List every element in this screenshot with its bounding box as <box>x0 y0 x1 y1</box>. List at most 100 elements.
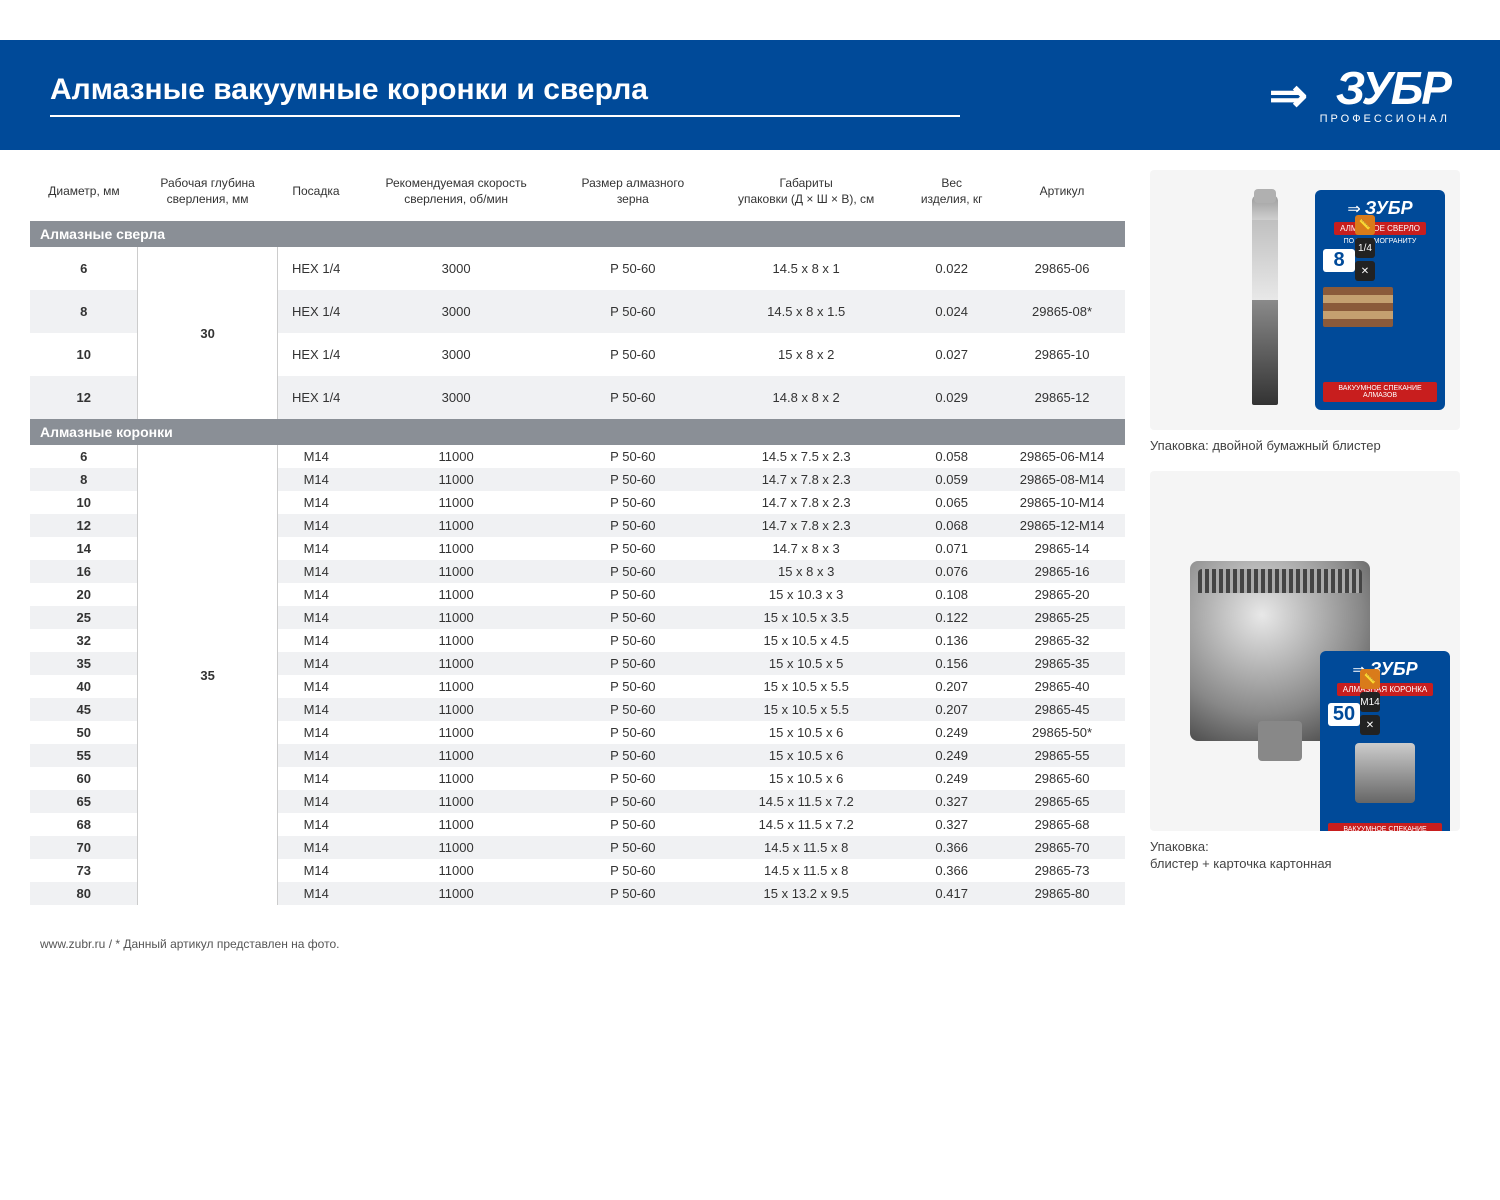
blister2-m14-icon: M14 <box>1360 692 1380 712</box>
table-cell: 29865-45 <box>999 698 1125 721</box>
table-cell: HEX 1/4 <box>277 247 354 290</box>
table-cell: P 50-60 <box>558 445 708 468</box>
table-cell: 35 <box>30 652 138 675</box>
table-cell: 0.108 <box>904 583 999 606</box>
table-cell: 11000 <box>355 698 558 721</box>
column-header: Рекомендуемая скоростьсверления, об/мин <box>355 170 558 221</box>
table-cell: 14.8 x 8 x 2 <box>708 376 904 419</box>
table-cell: 15 x 10.5 x 5 <box>708 652 904 675</box>
table-cell: M14 <box>277 560 354 583</box>
table-cell: 15 x 10.3 x 3 <box>708 583 904 606</box>
table-cell: 11000 <box>355 790 558 813</box>
table-cell: 0.327 <box>904 813 999 836</box>
table-cell: 14.7 x 7.8 x 2.3 <box>708 468 904 491</box>
table-cell: P 50-60 <box>558 698 708 721</box>
table-cell: 11000 <box>355 813 558 836</box>
brand-logo: ⇒ ЗУБР ПРОФЕССИОНАЛ <box>1269 65 1450 125</box>
table-cell: 11000 <box>355 882 558 905</box>
table-cell: 3000 <box>355 247 558 290</box>
table-cell: 14.5 x 11.5 x 8 <box>708 836 904 859</box>
table-cell: 29865-16 <box>999 560 1125 583</box>
table-cell: 60 <box>30 767 138 790</box>
table-cell: 11000 <box>355 514 558 537</box>
table-cell: 14.5 x 11.5 x 7.2 <box>708 790 904 813</box>
table-cell: M14 <box>277 698 354 721</box>
table-cell: 29865-10 <box>999 333 1125 376</box>
table-row: 630HEX 1/43000P 50-6014.5 x 8 x 10.02229… <box>30 247 1125 290</box>
table-cell: 29865-12-M14 <box>999 514 1125 537</box>
table-cell: 50 <box>30 721 138 744</box>
table-cell: 14 <box>30 537 138 560</box>
table-cell: 0.417 <box>904 882 999 905</box>
table-cell: P 50-60 <box>558 836 708 859</box>
table-cell: 11000 <box>355 491 558 514</box>
section-header-row: Алмазные коронки <box>30 419 1125 445</box>
table-cell: 29865-08* <box>999 290 1125 333</box>
table-cell: 40 <box>30 675 138 698</box>
table-cell: M14 <box>277 790 354 813</box>
table-cell: 29865-50* <box>999 721 1125 744</box>
column-header: Рабочая глубинасверления, мм <box>138 170 277 221</box>
table-cell: M14 <box>277 468 354 491</box>
table-cell: 11000 <box>355 468 558 491</box>
column-header: Диаметр, мм <box>30 170 138 221</box>
blister-hex-icon: 1/4 <box>1355 238 1375 258</box>
table-cell: 14.7 x 7.8 x 2.3 <box>708 491 904 514</box>
table-cell: P 50-60 <box>558 675 708 698</box>
table-cell: 14.5 x 8 x 1 <box>708 247 904 290</box>
table-cell: M14 <box>277 514 354 537</box>
table-cell: 73 <box>30 859 138 882</box>
table-cell: P 50-60 <box>558 560 708 583</box>
table-cell: 15 x 10.5 x 6 <box>708 744 904 767</box>
blister-bottom-label: ВАКУУМНОЕ СПЕКАНИЕ АЛМАЗОВ <box>1323 382 1437 402</box>
logo-text: ЗУБР <box>1336 65 1450 111</box>
table-cell: 15 x 10.5 x 6 <box>708 767 904 790</box>
depth-cell: 30 <box>138 247 277 419</box>
table-cell: 0.249 <box>904 767 999 790</box>
table-cell: P 50-60 <box>558 333 708 376</box>
packaging-card-2: ⇒ ЗУБР АЛМАЗНАЯ КОРОНКА 50 📏 M14 ✕ ВАКУУ… <box>1320 651 1450 831</box>
table-cell: M14 <box>277 767 354 790</box>
blister-size-badge: 8 <box>1323 249 1355 272</box>
column-header: Весизделия, кг <box>904 170 999 221</box>
table-cell: P 50-60 <box>558 606 708 629</box>
table-cell: 3000 <box>355 333 558 376</box>
blister2-x-icon: ✕ <box>1360 715 1380 735</box>
table-cell: 3000 <box>355 376 558 419</box>
table-cell: P 50-60 <box>558 882 708 905</box>
table-cell: M14 <box>277 491 354 514</box>
table-cell: 15 x 8 x 2 <box>708 333 904 376</box>
table-cell: 20 <box>30 583 138 606</box>
blister2-bottom-label: ВАКУУМНОЕ СПЕКАНИЕ АЛМАЗОВ <box>1328 823 1442 831</box>
table-cell: M14 <box>277 859 354 882</box>
table-cell: 14.5 x 11.5 x 8 <box>708 859 904 882</box>
table-cell: 0.029 <box>904 376 999 419</box>
table-cell: 29865-35 <box>999 652 1125 675</box>
table-cell: 0.136 <box>904 629 999 652</box>
table-cell: 11000 <box>355 721 558 744</box>
product-image-drill: ⇒ ЗУБР АЛМАЗНОЕ СВЕРЛО ПО КЕРАМОГРАНИТУ … <box>1150 170 1460 430</box>
table-cell: 3000 <box>355 290 558 333</box>
table-cell: M14 <box>277 606 354 629</box>
table-cell: P 50-60 <box>558 859 708 882</box>
product-caption-2a: Упаковка: <box>1150 839 1460 854</box>
table-cell: 29865-20 <box>999 583 1125 606</box>
table-cell: 29865-10-M14 <box>999 491 1125 514</box>
table-cell: 11000 <box>355 606 558 629</box>
table-cell: M14 <box>277 813 354 836</box>
table-cell: 29865-06-M14 <box>999 445 1125 468</box>
table-cell: 8 <box>30 468 138 491</box>
table-cell: 0.027 <box>904 333 999 376</box>
table-cell: 11000 <box>355 652 558 675</box>
table-cell: 11000 <box>355 537 558 560</box>
table-cell: 0.058 <box>904 445 999 468</box>
blister2-size-badge: 50 <box>1328 703 1360 726</box>
table-cell: M14 <box>277 882 354 905</box>
blister-label-1: АЛМАЗНОЕ СВЕРЛО <box>1334 222 1426 235</box>
table-cell: 0.156 <box>904 652 999 675</box>
blister-feature-icon: 📏 <box>1355 215 1375 235</box>
table-cell: 12 <box>30 376 138 419</box>
table-cell: P 50-60 <box>558 247 708 290</box>
column-header: Размер алмазногозерна <box>558 170 708 221</box>
table-cell: 15 x 10.5 x 4.5 <box>708 629 904 652</box>
